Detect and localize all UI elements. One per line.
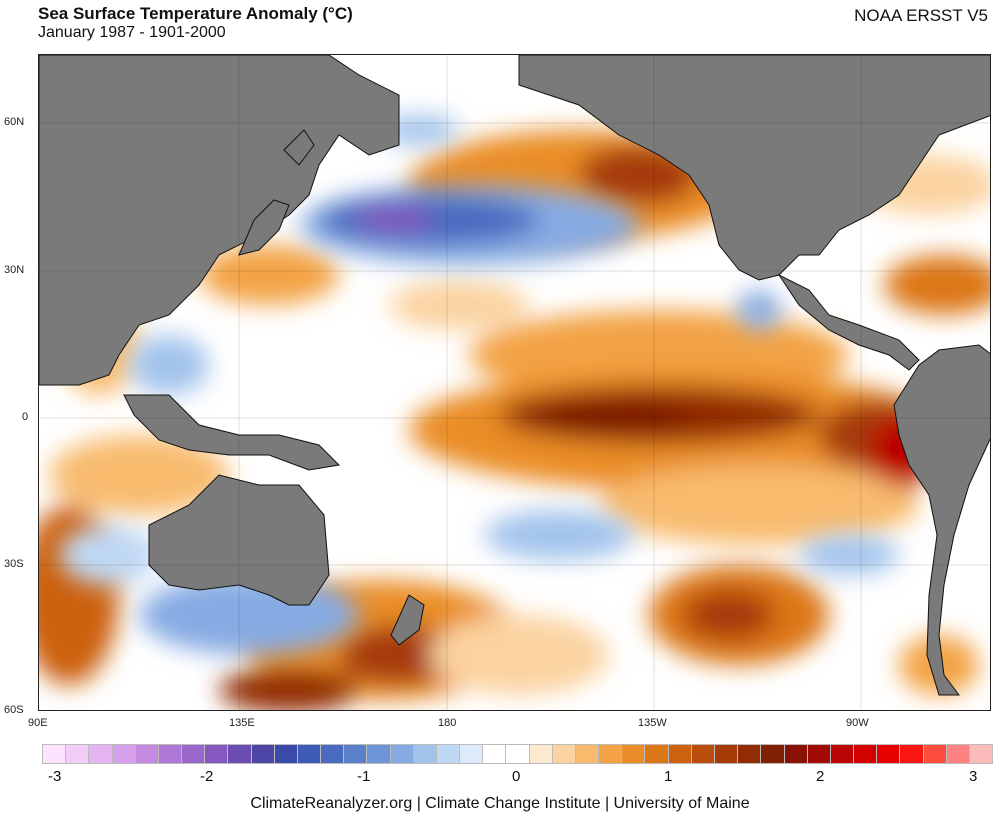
colorbar-swatch (459, 744, 484, 764)
colorbar-swatch (968, 744, 994, 764)
credit-footer: ClimateReanalyzer.org | Climate Change I… (250, 795, 750, 812)
sst-anomaly-map (38, 54, 991, 711)
colorbar-swatch (598, 744, 623, 764)
lon-tick-label: 90E (28, 717, 48, 729)
colorbar-swatch (366, 744, 391, 764)
colorbar-swatch (320, 744, 345, 764)
colorbar-swatch (713, 744, 739, 764)
colorbar-swatch (250, 744, 275, 764)
colorbar-swatch (181, 744, 206, 764)
lat-tick-label: 30S (4, 558, 24, 570)
map-subtitle: January 1987 - 1901-2000 (38, 24, 226, 41)
colorbar-swatch (806, 744, 831, 764)
colorbar-label: -2 (200, 768, 214, 785)
colorbar-swatch (88, 744, 113, 764)
colorbar-swatch (204, 744, 229, 764)
colorbar-swatch (737, 744, 762, 764)
colorbar-swatch (296, 744, 322, 764)
colorbar-swatch (574, 744, 600, 764)
lon-tick-label: 90W (846, 717, 869, 729)
colorbar-swatch (528, 744, 553, 764)
colorbar-swatch (412, 744, 437, 764)
colorbar-swatch (505, 744, 530, 764)
colorbar-swatch (273, 744, 298, 764)
colorbar-swatch (343, 744, 368, 764)
lon-tick-label: 135E (229, 717, 255, 729)
colorbar-swatch (853, 744, 878, 764)
colorbar (42, 744, 994, 764)
colorbar-label: 2 (816, 768, 825, 785)
colorbar-swatch (945, 744, 970, 764)
colorbar-swatch (899, 744, 924, 764)
lon-tick-label: 135W (638, 717, 667, 729)
colorbar-swatch (551, 744, 576, 764)
colorbar-swatch (157, 744, 183, 764)
colorbar-label: -3 (48, 768, 62, 785)
colorbar-swatch (227, 744, 252, 764)
lat-tick-label: 60N (4, 116, 25, 128)
lat-tick-label: 0 (22, 411, 29, 423)
colorbar-swatch (389, 744, 414, 764)
dataset-label: NOAA ERSST V5 (854, 6, 988, 25)
colorbar-label: 1 (664, 768, 673, 785)
colorbar-swatch (644, 744, 669, 764)
colorbar-swatch (621, 744, 646, 764)
lat-tick-label: 30N (4, 264, 25, 276)
lat-tick-label: 60S (4, 704, 24, 716)
land-masses (39, 55, 990, 696)
colorbar-swatch (42, 744, 67, 764)
warm-anomaly-layer (39, 130, 990, 710)
colorbar-swatch (482, 744, 507, 764)
graticule (39, 55, 990, 710)
colorbar-swatch (134, 744, 159, 764)
lon-tick-label: 180 (438, 717, 457, 729)
colorbar-swatch (829, 744, 855, 764)
colorbar-swatch (65, 744, 90, 764)
colorbar-swatch (667, 744, 692, 764)
colorbar-swatch (690, 744, 715, 764)
colorbar-label: 3 (969, 768, 978, 785)
colorbar-swatch (760, 744, 785, 764)
colorbar-swatch (111, 744, 136, 764)
colorbar-swatch (783, 744, 808, 764)
map-title: Sea Surface Temperature Anomaly (°C) (38, 4, 353, 23)
colorbar-swatch (876, 744, 901, 764)
colorbar-swatch (922, 744, 947, 764)
colorbar-label: -1 (357, 768, 371, 785)
colorbar-swatch (435, 744, 461, 764)
colorbar-label: 0 (512, 768, 521, 785)
